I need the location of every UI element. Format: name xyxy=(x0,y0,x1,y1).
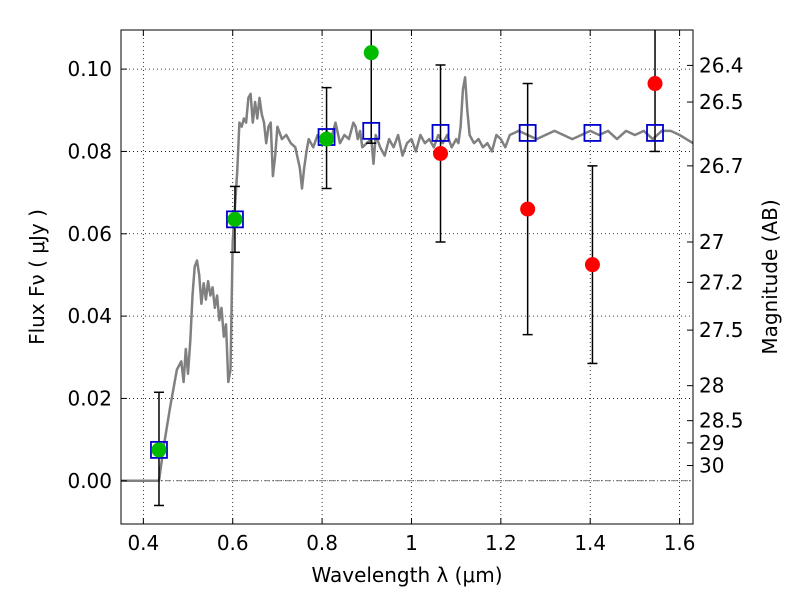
x-tick-label: 1 xyxy=(405,531,418,555)
right-axis-label: Magnitude (AB) xyxy=(758,199,782,354)
square-marker xyxy=(646,124,664,142)
square-marker xyxy=(431,124,450,142)
circle-marker xyxy=(363,45,379,61)
data-markers xyxy=(150,45,664,459)
right-tick-label: 27.5 xyxy=(699,318,744,342)
right-tick-label: 29 xyxy=(699,431,724,455)
model-spectrum xyxy=(121,76,694,483)
y-tick-label: 0.04 xyxy=(67,304,112,328)
y-tick-label: 0.10 xyxy=(67,57,112,81)
right-tick-label: 28.5 xyxy=(699,409,744,433)
circle-marker xyxy=(584,257,600,273)
right-tick-label: 26.5 xyxy=(699,90,744,114)
y-tick-label: 0.02 xyxy=(67,386,112,410)
circle-marker xyxy=(319,131,335,147)
x-tick-label: 1.4 xyxy=(574,531,606,555)
circle-marker xyxy=(151,442,167,458)
x-tick-label: 0.4 xyxy=(127,531,159,555)
spectrum-line xyxy=(121,76,694,483)
right-tick-label: 27 xyxy=(699,230,724,254)
y-tick-label: 0.08 xyxy=(67,139,112,163)
x-tick-label: 0.6 xyxy=(217,531,249,555)
y-axis-label: Flux Fν ( μJy ) xyxy=(25,209,49,345)
x-tick-label: 0.8 xyxy=(306,531,338,555)
square-marker xyxy=(226,210,244,229)
square-marker xyxy=(583,124,602,142)
y-tick-label: 0.00 xyxy=(67,469,112,493)
right-tick-label: 30 xyxy=(699,454,724,478)
square-marker xyxy=(518,124,537,142)
circle-marker xyxy=(227,211,243,227)
x-axis-label: Wavelength λ (μm) xyxy=(311,563,502,587)
x-ticks: 0.4 0.6 0.8 1 1.2 1.4 1.6 xyxy=(127,30,696,555)
y-tick-label: 0.06 xyxy=(67,222,112,246)
circle-marker xyxy=(433,146,449,161)
x-tick-label: 1.2 xyxy=(485,531,517,555)
square-marker xyxy=(150,440,168,459)
error-bars xyxy=(153,30,661,507)
y-ticks: 0.00 0.02 0.04 0.06 0.08 0.10 xyxy=(67,57,127,493)
circle-marker xyxy=(520,201,536,217)
plot-frame xyxy=(120,29,694,525)
square-marker xyxy=(362,121,381,140)
circle-marker xyxy=(647,76,663,92)
right-tick-label: 27.2 xyxy=(699,270,744,294)
grid xyxy=(121,30,693,524)
right-tick-label: 26.4 xyxy=(699,53,744,77)
right-tick-label: 28 xyxy=(699,374,724,398)
right-tick-label: 26.7 xyxy=(699,154,744,178)
x-tick-label: 1.6 xyxy=(664,531,696,555)
